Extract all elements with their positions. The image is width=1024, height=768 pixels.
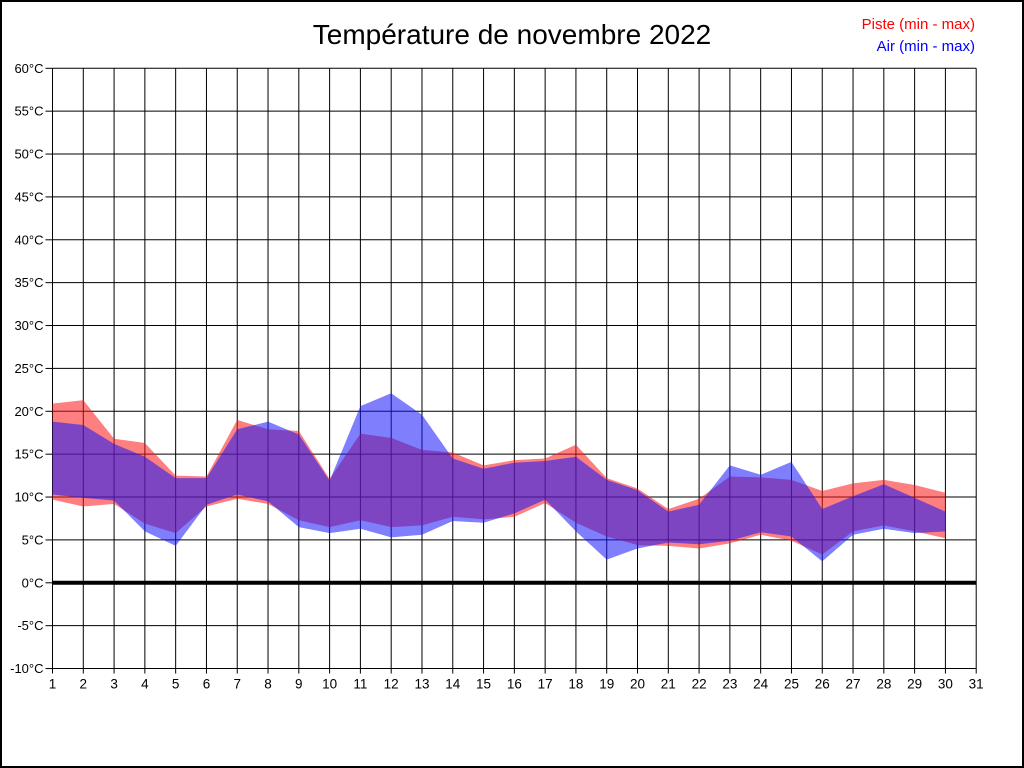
x-axis-label: 29: [907, 677, 922, 692]
x-axis-label: 24: [753, 677, 769, 692]
x-axis-label: 3: [110, 677, 118, 692]
x-axis-label: 17: [538, 677, 553, 692]
x-axis-label: 19: [599, 677, 614, 692]
y-axis-label: 35°C: [14, 275, 43, 290]
x-axis-label: 20: [630, 677, 645, 692]
x-axis-label: 31: [969, 677, 984, 692]
y-axis-label: 25°C: [14, 361, 43, 376]
chart-title: Température de novembre 2022: [312, 19, 712, 50]
x-axis-label: 30: [938, 677, 953, 692]
y-axis-label: -10°C: [10, 661, 43, 676]
x-axis-label: 6: [203, 677, 211, 692]
y-axis-label: 10°C: [14, 490, 43, 505]
y-axis-label: -5°C: [17, 618, 43, 633]
x-axis-label: 25: [784, 677, 799, 692]
x-axis-label: 13: [414, 677, 429, 692]
x-axis-label: 26: [815, 677, 830, 692]
legend-item-piste: Piste (min - max): [861, 16, 975, 33]
y-axis-label: 30°C: [14, 318, 43, 333]
x-axis-label: 27: [846, 677, 861, 692]
x-axis-label: 5: [172, 677, 180, 692]
y-axis-label: 60°C: [14, 61, 43, 76]
x-axis-label: 16: [507, 677, 522, 692]
y-axis-label: 20°C: [14, 404, 43, 419]
y-axis-label: 15°C: [14, 447, 43, 462]
x-axis-label: 11: [353, 677, 367, 692]
x-axis-label: 22: [692, 677, 707, 692]
y-axis-label: 50°C: [14, 147, 43, 162]
legend: Piste (min - max) Air (min - max): [862, 14, 975, 58]
legend-item-air: Air (min - max): [876, 38, 975, 55]
x-axis-label: 12: [384, 677, 399, 692]
x-axis-label: 1: [49, 677, 57, 692]
x-axis-label: 18: [568, 677, 583, 692]
x-axis-label: 14: [445, 677, 461, 692]
air-band: [52, 393, 946, 562]
x-axis-label: 7: [233, 677, 241, 692]
x-axis-label: 23: [722, 677, 737, 692]
y-axis-label: 5°C: [22, 532, 44, 547]
y-axis-label: 55°C: [14, 104, 43, 119]
x-axis-label: 10: [322, 677, 337, 692]
y-axis-label: 0°C: [22, 575, 44, 590]
y-axis-label: 45°C: [14, 189, 43, 204]
x-axis-label: 21: [661, 677, 676, 692]
x-axis-label: 8: [264, 677, 272, 692]
x-axis-label: 28: [876, 677, 891, 692]
x-axis-label: 9: [295, 677, 303, 692]
y-axis-label: 40°C: [14, 232, 43, 247]
x-axis-label: 15: [476, 677, 491, 692]
x-axis-label: 2: [80, 677, 88, 692]
x-axis-label: 4: [141, 677, 149, 692]
